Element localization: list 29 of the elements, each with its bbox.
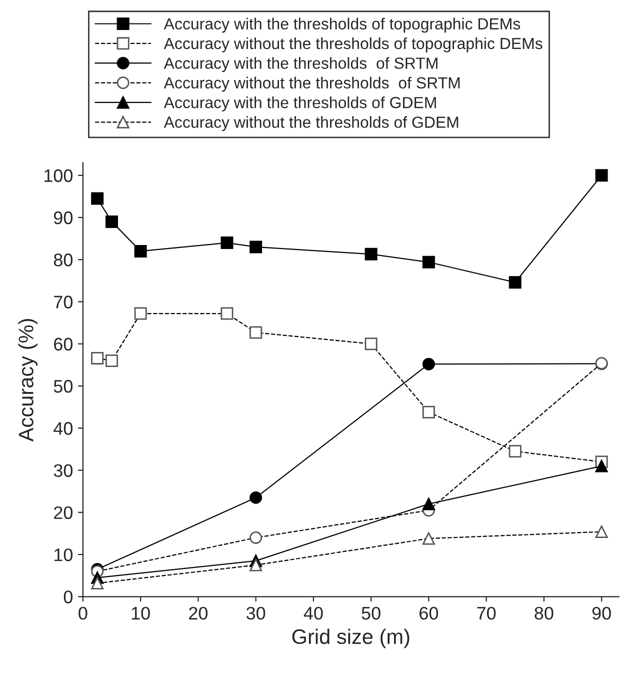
y-tick-label: 80 <box>54 254 73 266</box>
y-tick-label: 10 <box>54 548 73 562</box>
y-tick-label: 30 <box>54 464 73 477</box>
y-tick-label: 50 <box>54 380 73 393</box>
x-tick-label: 50 <box>362 606 380 620</box>
legend-label: Accuracy with the thresholds of SRTM <box>164 57 438 72</box>
legend-label: Accuracy without the thresholds of GDEM <box>164 116 458 132</box>
x-tick-label: 90 <box>592 606 611 620</box>
y-tick-label: 20 <box>54 506 73 520</box>
x-tick-label: 30 <box>246 606 266 620</box>
y-tick-label: 40 <box>54 422 73 435</box>
y-tick-label: 100 <box>44 169 73 182</box>
legend-label: Accuracy with the thresholds of topographic DEMs <box>164 18 520 33</box>
y-tick-label: 0 <box>64 590 73 604</box>
legend-label: Accuracy without the thresholds of topographic DEMs <box>164 37 542 52</box>
x-axis-title: Grid size (m) <box>292 628 410 648</box>
x-tick-label: 60 <box>420 606 438 620</box>
y-axis-title: Accuracy (%) <box>18 319 38 442</box>
x-tick-label: 10 <box>132 606 150 620</box>
legend-label: Accuracy without the thresholds of SRTM <box>164 76 460 92</box>
x-tick-label: 0 <box>78 606 88 620</box>
x-tick-label: 40 <box>304 606 323 620</box>
x-tick-label: 80 <box>534 606 554 620</box>
y-tick-label: 90 <box>54 211 73 224</box>
y-tick-label: 60 <box>54 338 73 351</box>
legend-label: Accuracy with the thresholds of GDEM <box>164 96 436 112</box>
x-tick-label: 70 <box>477 606 496 620</box>
x-tick-label: 20 <box>189 606 208 620</box>
y-tick-label: 70 <box>54 296 73 308</box>
